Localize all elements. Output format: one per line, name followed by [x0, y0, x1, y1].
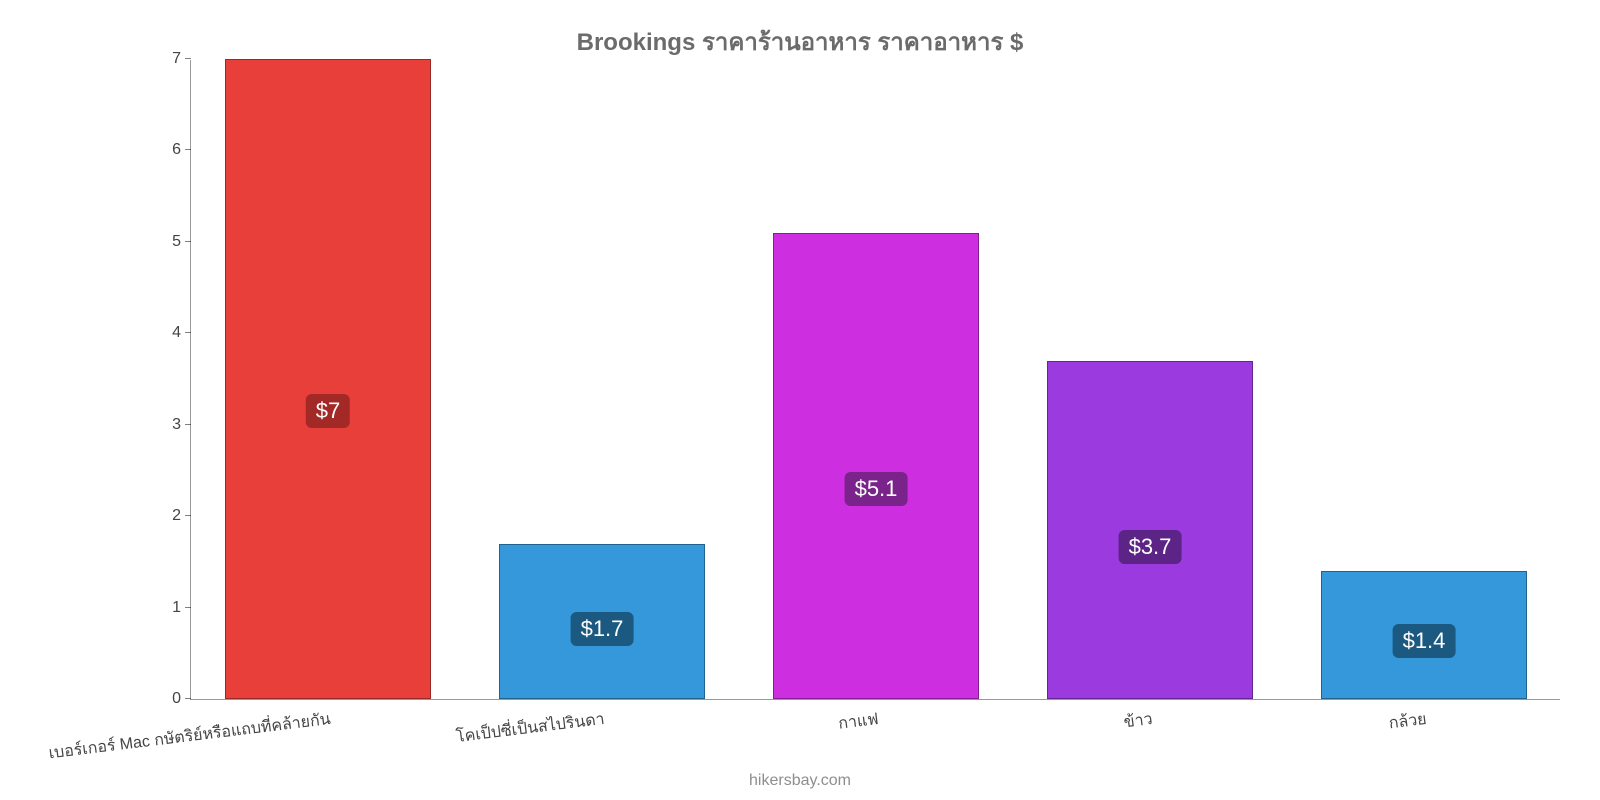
y-tick-mark: [185, 515, 191, 516]
x-category-label: โคเป็ปซี่เป็นสไปรินดา: [454, 699, 606, 750]
x-category-label: กล้วย: [1386, 699, 1428, 736]
y-tick-label: 0: [172, 690, 191, 708]
chart-title: Brookings ราคาร้านอาหาร ราคาอาหาร $: [0, 22, 1600, 61]
y-tick-label: 2: [172, 507, 191, 525]
x-category-label: กาแฟ: [836, 699, 880, 737]
bar-value-label: $5.1: [845, 472, 908, 506]
x-category-label: ข้าว: [1121, 699, 1154, 735]
y-tick-label: 7: [172, 50, 191, 68]
y-tick-label: 5: [172, 233, 191, 251]
y-tick-mark: [185, 332, 191, 333]
bar-value-label: $3.7: [1119, 530, 1182, 564]
bar: [773, 233, 979, 699]
y-tick-mark: [185, 424, 191, 425]
y-tick-mark: [185, 698, 191, 699]
bar-value-label: $7: [306, 394, 350, 428]
y-tick-mark: [185, 607, 191, 608]
y-tick-mark: [185, 58, 191, 59]
x-category-label: เบอร์เกอร์ Mac กษัตริย์หรือแถบที่คล้ายกั…: [46, 699, 332, 766]
y-tick-mark: [185, 241, 191, 242]
attribution-text: hikersbay.com: [0, 772, 1600, 790]
bar-value-label: $1.4: [1393, 624, 1456, 658]
y-tick-mark: [185, 149, 191, 150]
y-tick-label: 4: [172, 324, 191, 342]
plot-area: 01234567$7เบอร์เกอร์ Mac กษัตริย์หรือแถบ…: [190, 60, 1560, 700]
chart-container: Brookings ราคาร้านอาหาร ราคาอาหาร $ 0123…: [0, 0, 1600, 800]
y-tick-label: 3: [172, 416, 191, 434]
bar: [225, 59, 431, 699]
bar-value-label: $1.7: [571, 612, 634, 646]
y-tick-label: 1: [172, 599, 191, 617]
y-tick-label: 6: [172, 141, 191, 159]
